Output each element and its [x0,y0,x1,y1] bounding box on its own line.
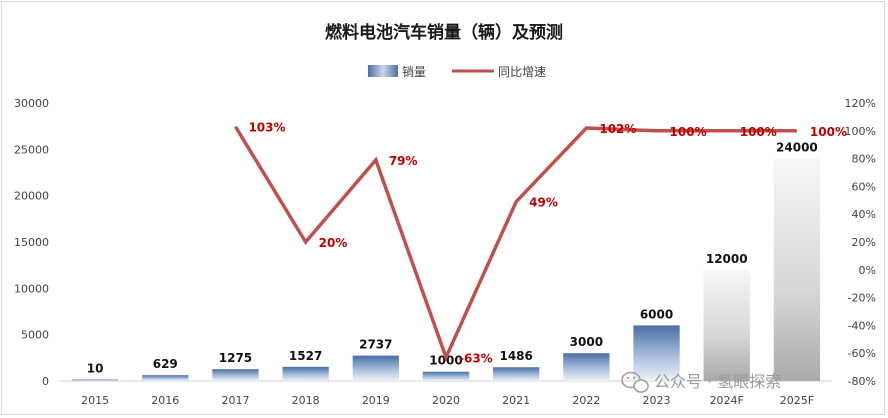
watermark: 公众号 · 氢眼探索 [621,371,781,393]
bar-value-label: 629 [153,357,178,371]
y-right-tick-label: 60% [852,180,876,193]
growth-value-label: 79% [389,154,418,168]
chart-title: 燃料电池汽车销量（辆）及预测 [325,22,563,43]
x-tick-label: 2022 [572,394,600,407]
bar-value-label: 3000 [570,335,603,349]
bar-value-label: 1275 [219,351,252,365]
legend-label-line: 同比增速 [498,65,546,79]
y-right-tick-label: 20% [852,236,876,249]
x-tick-label: 2016 [151,394,179,407]
y-right-tick-label: 80% [852,153,876,166]
bar [563,353,610,381]
growth-value-label: 100% [740,125,777,139]
bar [142,375,189,381]
x-tick-label: 2020 [432,394,460,407]
bar-value-label: 1527 [289,349,322,363]
x-tick-label: 2025F [780,394,814,407]
growth-value-label: 49% [529,196,558,210]
y-left-tick-label: 25000 [14,143,49,156]
bar-value-label: 2737 [359,338,392,352]
x-tick-label: 2017 [221,394,249,407]
growth-value-label: -63% [459,351,493,365]
y-left-tick-label: 20000 [14,190,49,203]
y-right-tick-label: -80% [848,375,876,388]
bar [493,367,540,381]
y-left-tick-label: 30000 [14,97,49,110]
y-left-tick-label: 10000 [14,282,49,295]
y-left-tick-label: 5000 [21,329,49,342]
legend: 销量 同比增速 [368,65,546,79]
x-axis: 2015 2016 2017 2018 2019 2020 2021 2022 2023 2024… [81,394,814,407]
y-right-axis: -80% -60% -40% -20% 0% 20% 40% 60% 80% 100% 120% [845,97,876,388]
x-tick-label: 2018 [292,394,320,407]
y-left-axis: 0 5000 10000 15000 20000 25000 30000 [14,97,49,388]
y-right-tick-label: 100% [845,125,876,138]
legend-swatch-bar [368,65,398,77]
legend-label-bar: 销量 [402,65,426,79]
bar-value-label: 12000 [706,252,748,266]
bar-value-label: 10 [87,362,104,376]
bar [633,325,680,381]
x-tick-label: 2023 [643,394,671,407]
x-tick-label: 2021 [502,394,530,407]
growth-value-label: 20% [319,236,348,250]
x-tick-label: 2019 [362,394,390,407]
y-right-tick-label: 120% [845,97,876,110]
y-right-tick-label: 0% [859,264,876,277]
growth-value-label: 103% [248,121,285,135]
y-right-tick-label: -60% [848,347,876,360]
growth-value-label: 100% [810,125,847,139]
line-series: 103% 20% 79% -63% 49% 102% 100% 100% 100% [233,121,847,365]
y-left-tick-label: 15000 [14,236,49,249]
bar-value-label: 24000 [776,141,818,155]
x-tick-label: 2015 [81,394,109,407]
bar [422,371,470,381]
x-tick-label: 2024F [710,394,744,407]
growth-value-label: 102% [599,122,636,136]
bar [352,355,399,381]
bar [71,379,119,381]
bar [703,269,750,381]
y-right-tick-label: -20% [848,292,876,305]
watermark-text: 公众号 · 氢眼探索 [654,372,781,391]
growth-value-label: 100% [670,125,707,139]
bar [212,369,259,381]
y-left-tick-label: 0 [42,375,49,388]
wechat-icon [621,371,649,393]
bar-value-label: 6000 [640,307,673,321]
y-right-tick-label: 40% [852,208,876,221]
bar [282,366,329,381]
y-right-tick-label: -40% [848,319,876,332]
bar-value-label: 1486 [499,349,532,363]
bar [773,158,821,381]
